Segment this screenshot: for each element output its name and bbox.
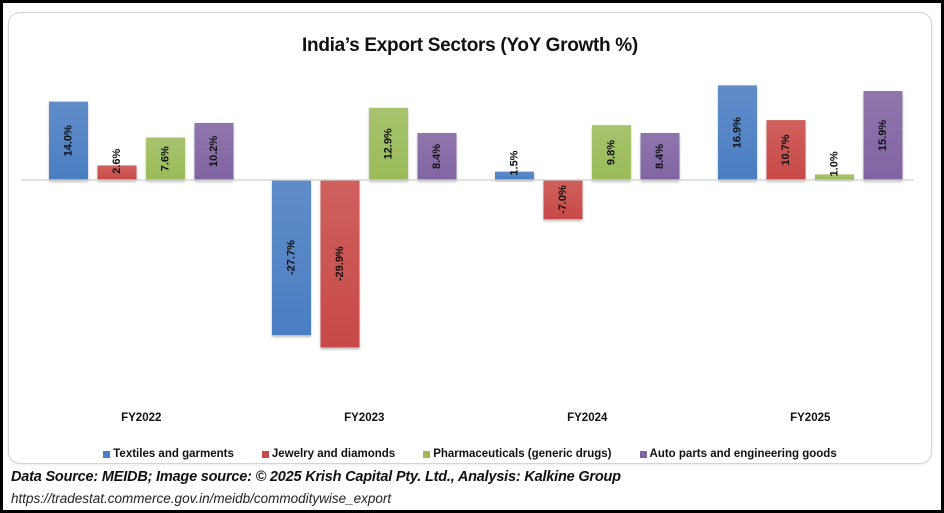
bar-fy2023-textiles-and-garments: [272, 180, 311, 336]
legend-label: Pharmaceuticals (generic drugs): [433, 448, 612, 460]
legend-swatch: [261, 450, 269, 458]
data-label: -7.0%: [557, 185, 569, 214]
data-label: 7.6%: [160, 146, 172, 171]
chart-title: India’s Export Sectors (YoY Growth %): [302, 35, 638, 56]
data-label: -27.7%: [286, 240, 298, 275]
bar-fy2023-auto-parts-and-engineering-goods: [417, 132, 457, 180]
data-source-note: Data Source: MEIDB; Image source: © 2025…: [11, 469, 621, 485]
bar-fy2023-pharmaceuticals-generic-drugs: [369, 107, 408, 180]
bar-fy2023-jewelry-and-diamonds: [320, 180, 360, 348]
data-label: -29.9%: [334, 246, 346, 281]
bar-fy2024-auto-parts-and-engineering-goods: [640, 132, 680, 180]
legend-item: Jewelry and diamonds: [261, 448, 396, 460]
legend-swatch: [639, 450, 647, 458]
bar-fy2025-pharmaceuticals-generic-drugs: [815, 174, 854, 180]
bar-fy2022-auto-parts-and-engineering-goods: [194, 122, 234, 180]
bar-fy2024-textiles-and-garments: [495, 171, 534, 180]
data-label: 1.5%: [509, 150, 521, 175]
bar-fy2024-jewelry-and-diamonds: [543, 180, 583, 220]
data-label: 2.6%: [111, 148, 123, 173]
bar-fy2022-pharmaceuticals-generic-drugs: [146, 137, 185, 180]
data-label: 15.9%: [877, 120, 889, 151]
legend-item: Pharmaceuticals (generic drugs): [423, 448, 612, 460]
legend-item: Textiles and garments: [103, 448, 234, 460]
legend-label: Jewelry and diamonds: [271, 448, 396, 460]
data-label: 9.8%: [606, 140, 618, 165]
data-label: 10.2%: [208, 136, 220, 167]
chart-card: India’s Export Sectors (YoY Growth %) 14…: [8, 12, 932, 464]
category-label-fy2024: FY2024: [567, 412, 608, 424]
category-label-fy2022: FY2022: [121, 412, 161, 424]
bar-fy2025-textiles-and-garments: [718, 85, 757, 180]
data-label: 10.7%: [780, 134, 792, 165]
legend: Textiles and garments Jewelry and diamond…: [9, 448, 931, 460]
chart-plot: 14.0% 2.6% 7.6% 10.2% -27.7% -29.9% 12.9% 8.4% 1…: [21, 85, 914, 424]
legend-item: Auto parts and engineering goods: [639, 448, 837, 460]
category-label-fy2023: FY2023: [344, 412, 384, 424]
bar-fy2022-jewelry-and-diamonds: [97, 165, 137, 180]
category-label-fy2025: FY2025: [790, 412, 831, 424]
legend-swatch: [423, 450, 431, 458]
legend-label: Textiles and garments: [113, 448, 234, 460]
legend-label: Auto parts and engineering goods: [649, 448, 837, 460]
source-url: https://tradestat.commerce.gov.in/meidb/…: [11, 491, 392, 506]
data-label: 8.4%: [431, 144, 443, 169]
data-label: 16.9%: [732, 117, 744, 148]
bar-fy2022-textiles-and-garments: [49, 101, 88, 180]
bar-fy2024-pharmaceuticals-generic-drugs: [592, 125, 631, 180]
bar-fy2025-auto-parts-and-engineering-goods: [863, 90, 903, 180]
data-label: 12.9%: [383, 128, 395, 159]
data-label: 14.0%: [63, 125, 75, 156]
bar-fy2025-jewelry-and-diamonds: [766, 120, 806, 180]
data-label: 1.0%: [829, 151, 841, 176]
legend-swatch: [103, 450, 111, 458]
data-label: 8.4%: [654, 144, 666, 169]
